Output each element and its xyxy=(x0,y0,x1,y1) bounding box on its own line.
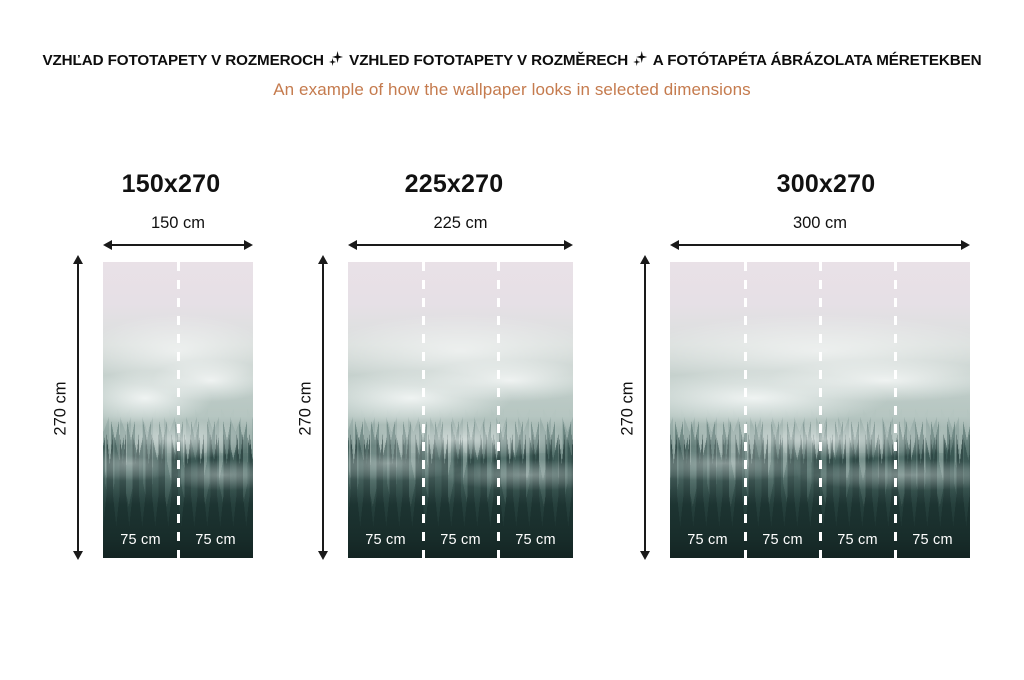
panel-width-label: 225 cm xyxy=(433,214,488,232)
size-panel-150x270: 150x270 150 cm 270 cm 75 cm 75 cm xyxy=(40,170,280,570)
panel-seam-divider xyxy=(422,262,425,558)
size-panel-300x270: 300x270 300 cm 270 cm 75 cm 75 cm 75 cm xyxy=(607,170,982,570)
strip-label: 75 cm xyxy=(837,532,878,548)
width-dimension-arrow xyxy=(670,238,970,251)
panel-height-label: 270 cm xyxy=(51,381,70,436)
height-dimension-arrow xyxy=(71,255,84,560)
title-segment-cz: VZHLED FOTOTAPETY V ROZMĚRECH xyxy=(349,52,629,69)
panel-seam-divider xyxy=(177,262,180,558)
wallpaper-preview: 75 cm 75 cm xyxy=(103,262,253,558)
panel-height-label: 270 cm xyxy=(296,381,315,436)
panel-seam-divider xyxy=(497,262,500,558)
wallpaper-art xyxy=(348,262,573,558)
panel-seam-divider xyxy=(744,262,747,558)
strip-label: 75 cm xyxy=(912,532,953,548)
panel-title: 300x270 xyxy=(776,170,876,198)
strip-label: 75 cm xyxy=(365,532,406,548)
panel-width-label: 300 cm xyxy=(792,214,848,232)
sparkle-icon xyxy=(329,50,344,68)
strip-label: 75 cm xyxy=(762,532,803,548)
width-dimension-arrow xyxy=(348,238,573,251)
wallpaper-preview: 75 cm 75 cm 75 cm 75 cm xyxy=(670,262,970,558)
height-dimension-arrow xyxy=(638,255,651,560)
strip-label: 75 cm xyxy=(195,532,236,548)
size-panel-225x270: 225x270 225 cm 270 cm 75 cm 75 cm 75 cm xyxy=(285,170,585,570)
wallpaper-preview: 75 cm 75 cm 75 cm xyxy=(348,262,573,558)
title-segment-sk: VZHĽAD FOTOTAPETY V ROZMEROCH xyxy=(42,52,324,69)
height-dimension-arrow xyxy=(316,255,329,560)
panel-title: 225x270 xyxy=(404,170,504,198)
panel-seam-divider xyxy=(894,262,897,558)
strip-label: 75 cm xyxy=(687,532,728,548)
panel-width-label: 150 cm xyxy=(150,214,206,232)
panel-seam-divider xyxy=(819,262,822,558)
width-dimension-arrow xyxy=(103,238,253,251)
strip-label: 75 cm xyxy=(120,532,161,548)
strip-label: 75 cm xyxy=(440,532,481,548)
sparkle-icon xyxy=(633,50,648,68)
strip-label: 75 cm xyxy=(515,532,556,548)
panel-title: 150x270 xyxy=(121,170,221,198)
panel-height-label: 270 cm xyxy=(618,381,637,436)
page-subtitle: An example of how the wallpaper looks in… xyxy=(273,80,751,99)
title-segment-hu: A FOTÓTAPÉTA ÁBRÁZOLATA MÉRETEKBEN xyxy=(652,52,982,69)
page-title: VZHĽAD FOTOTAPETY V ROZMEROCH VZHLED FOT… xyxy=(0,50,1024,69)
